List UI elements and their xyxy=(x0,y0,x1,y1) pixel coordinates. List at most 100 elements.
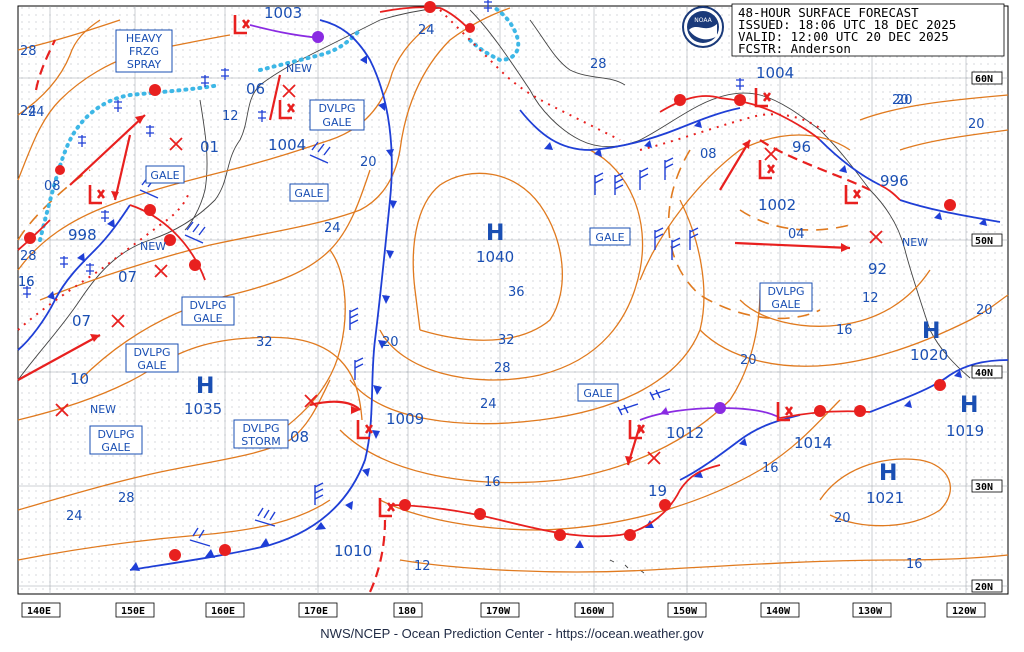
low-pressure: 06 xyxy=(246,80,265,98)
warning-line: GALE xyxy=(322,116,351,129)
lon-label: 170E xyxy=(304,606,328,617)
warning-box xyxy=(145,165,185,184)
lon-label: 140E xyxy=(27,606,51,617)
pressure-value: 10 xyxy=(70,370,89,388)
low-pressure: 1002 xyxy=(758,196,796,214)
low-pressure: 1004 xyxy=(756,64,794,82)
low-pressure: 1003 xyxy=(264,4,302,22)
graticule xyxy=(18,6,1008,594)
new-labels: NEW NEW NEW NEW xyxy=(90,62,928,416)
high-letter: H xyxy=(960,393,978,418)
warning-box xyxy=(89,425,143,455)
lon-label: 130W xyxy=(858,606,883,617)
forecast-title: 48-HOUR SURFACE FORECAST xyxy=(738,5,919,20)
new-label: NEW xyxy=(140,240,166,253)
pressure-value: 07 xyxy=(118,268,137,286)
isobar-label: 36 xyxy=(508,285,525,300)
future-low-marks xyxy=(55,84,883,465)
isobar-label: 28 xyxy=(590,57,607,72)
warning-box xyxy=(125,343,179,373)
high-pressure: 1020 xyxy=(910,346,948,364)
isobar-label: 20 xyxy=(892,93,909,108)
lon-label: 140W xyxy=(766,606,791,617)
ice-accretion-trough xyxy=(17,9,831,331)
isobar-label: 16 xyxy=(762,461,779,476)
latitude-labels: 60N 50N 40N 30N 20N xyxy=(971,71,1003,593)
isobar-label: 08 xyxy=(44,179,61,194)
footer-credit: NWS/NCEP - Ocean Prediction Center - htt… xyxy=(320,626,704,641)
isobar-label: 28 xyxy=(20,44,37,59)
lat-label: 60N xyxy=(975,74,993,85)
high-pressure: 1035 xyxy=(184,400,222,418)
pressure-value: 01 xyxy=(200,138,219,156)
freezing-spray-symbols xyxy=(23,0,744,298)
warning-line: GALE xyxy=(150,169,179,182)
pressure-value: 08 xyxy=(290,428,309,446)
cold-front-barbs xyxy=(47,55,987,571)
lon-label: 170W xyxy=(486,606,511,617)
high-letter: H xyxy=(922,319,940,344)
low-pressure: 1010 xyxy=(334,542,372,560)
low-pressure: 1004 xyxy=(268,136,306,154)
warm-front-bumps xyxy=(24,1,956,561)
warning-line: DVLPG xyxy=(189,299,226,312)
isobar-label: 16 xyxy=(836,323,853,338)
warning-boxes xyxy=(89,29,813,455)
map-background xyxy=(17,5,1009,595)
lon-label: 150E xyxy=(121,606,145,617)
isobar-label: 16 xyxy=(906,557,923,572)
new-label: NEW xyxy=(902,236,928,249)
warning-box xyxy=(181,296,235,326)
lat-label: 40N xyxy=(975,368,993,379)
longitude-labels: 140E 150E 160E 170E 180 170W 160W 150W 1… xyxy=(21,602,986,618)
warning-line: DVLPG xyxy=(318,102,355,115)
warning-line: GALE xyxy=(101,441,130,454)
high-pressure: 1021 xyxy=(866,489,904,507)
high-letter: H xyxy=(196,374,214,399)
warning-box xyxy=(115,29,173,73)
lon-label: 150W xyxy=(673,606,698,617)
warning-line: GALE xyxy=(771,298,800,311)
lon-label: 160E xyxy=(211,606,235,617)
isobar-label: 24 xyxy=(66,509,83,524)
isobar-label: 16 xyxy=(18,275,35,290)
new-label: NEW xyxy=(286,62,312,75)
isobar-label: 24 xyxy=(20,104,37,119)
isobar-label: 20 xyxy=(834,511,851,526)
occluded-front-symbols xyxy=(312,31,726,415)
low-centers xyxy=(88,15,862,518)
lon-label: 160W xyxy=(580,606,605,617)
pressure-value: 92 xyxy=(868,260,887,278)
forecaster: FCSTR: Anderson xyxy=(738,41,851,56)
isobar-label: 12 xyxy=(414,559,431,574)
isobar-label: 16 xyxy=(484,475,501,490)
warning-line: GALE xyxy=(294,187,323,200)
high-centers: H 1040 H 1035 H 1020 H 1019 H 1021 xyxy=(184,221,984,507)
warning-line: DVLPG xyxy=(133,346,170,359)
isobar-label: 08 xyxy=(700,147,717,162)
lon-label: 180 xyxy=(398,606,416,617)
isobar-labels: 28 24 08 12 16 24 20 24 28 32 28 24 36 3… xyxy=(18,23,993,574)
warning-box xyxy=(577,383,619,402)
warning-box xyxy=(589,227,631,246)
lat-label: 20N xyxy=(975,582,993,593)
isobar-label: 28 xyxy=(494,361,511,376)
warning-line: HEAVY xyxy=(126,32,163,45)
warning-texts: HEAVY FRZG SPRAY DVLPG GALE GALE GALE DV… xyxy=(97,32,804,454)
isobar-label: 24 xyxy=(28,105,45,120)
isobar-label: 20 xyxy=(976,303,993,318)
isobar-label: 28 xyxy=(20,249,37,264)
warning-line: DVLPG xyxy=(97,428,134,441)
low-pressure: 1009 xyxy=(386,410,424,428)
isobar-label: 32 xyxy=(498,333,515,348)
new-label: NEW xyxy=(90,403,116,416)
isobar-label: 04 xyxy=(788,227,805,242)
other-pressures: 01 07 07 10 08 92 19 xyxy=(70,138,887,500)
warning-line: DVLPG xyxy=(242,422,279,435)
isobar-label: 12 xyxy=(222,109,239,124)
high-pressure: 1040 xyxy=(476,248,514,266)
low-pressure: 1014 xyxy=(794,434,832,452)
pressure-value: 19 xyxy=(648,482,667,500)
isobar-label: 20 xyxy=(740,353,757,368)
